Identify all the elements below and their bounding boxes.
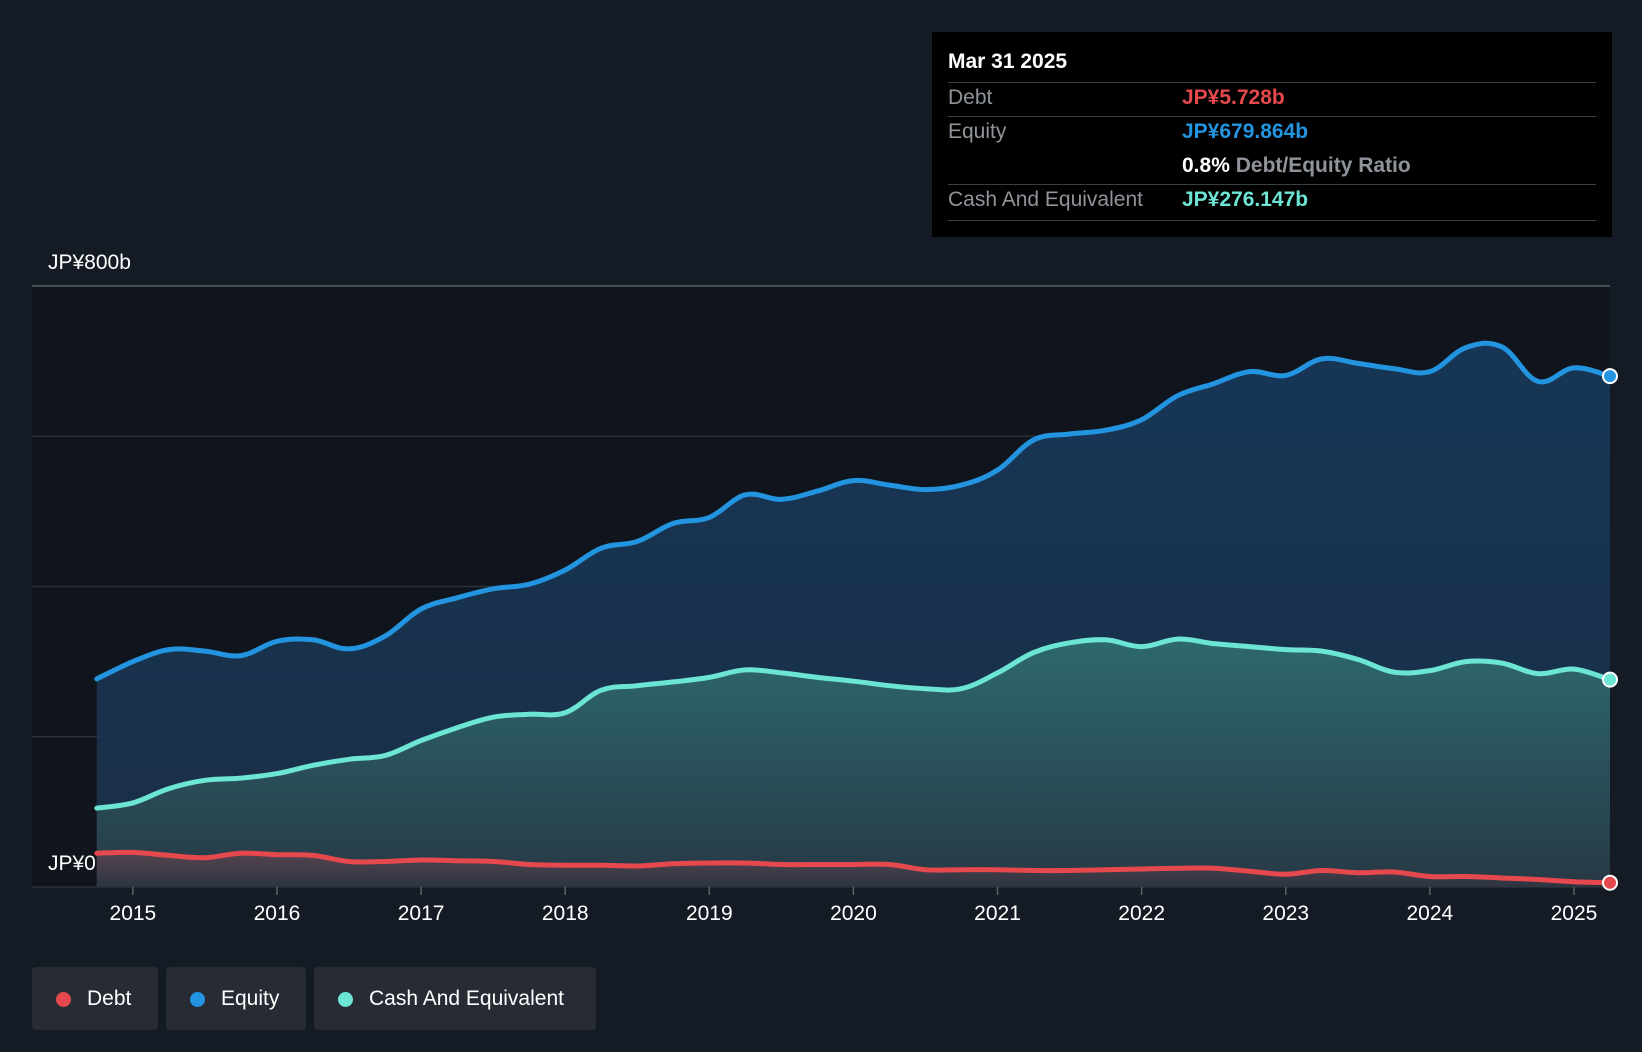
- tooltip-equity-label: Equity: [948, 120, 1007, 143]
- tooltip-cash-value: JP¥276.147b: [1182, 188, 1309, 211]
- legend-equity-label: Equity: [221, 987, 280, 1010]
- tooltip-date: Mar 31 2025: [948, 50, 1068, 73]
- x-tick-label: 2022: [1118, 902, 1165, 925]
- legend-debt-label: Debt: [87, 987, 132, 1010]
- equity-dot-icon: [190, 992, 205, 1007]
- data-tooltip: Mar 31 2025 Debt JP¥5.728b Equity JP¥679…: [932, 32, 1612, 237]
- x-tick-label: 2016: [254, 902, 301, 925]
- cash-end-marker[interactable]: [1602, 671, 1618, 688]
- x-tick-label: 2017: [398, 902, 445, 925]
- y-axis-top-label: JP¥800b: [48, 251, 131, 274]
- x-axis: 2015 2016 2017 2018 2019 2020 2021 2022 2023 2024…: [110, 887, 1598, 925]
- x-tick-label: 2019: [686, 902, 733, 925]
- x-tick-label: 2021: [974, 902, 1021, 925]
- tooltip-divider: [948, 220, 1596, 221]
- tooltip-row-equity: Equity JP¥679.864b: [948, 116, 1596, 150]
- debt-end-marker[interactable]: [1602, 874, 1618, 891]
- x-tick-label: 2015: [110, 902, 157, 925]
- cash-dot-icon: [338, 992, 353, 1007]
- legend-cash-label: Cash And Equivalent: [369, 987, 564, 1010]
- x-tick-label: 2020: [830, 902, 877, 925]
- legend-cash-button[interactable]: Cash And Equivalent: [314, 967, 596, 1030]
- tooltip-row-ratio: 0.8% Debt/Equity Ratio: [948, 150, 1596, 184]
- tooltip-ratio: 0.8% Debt/Equity Ratio: [1182, 154, 1411, 178]
- legend-debt-button[interactable]: Debt: [32, 967, 158, 1030]
- debt-line: [94, 849, 1613, 886]
- x-tick-label: 2024: [1407, 902, 1454, 925]
- debt-dot-icon: [56, 992, 71, 1007]
- series-lines: [94, 340, 1613, 886]
- tooltip-debt-value: JP¥5.728b: [1182, 86, 1285, 109]
- tooltip-row-cash: Cash And Equivalent JP¥276.147b: [948, 184, 1596, 218]
- y-axis-bottom-label: JP¥0: [48, 852, 96, 875]
- tooltip-ratio-label: Debt/Equity Ratio: [1235, 154, 1411, 177]
- tooltip-ratio-value: 0.8%: [1182, 154, 1230, 177]
- tooltip-divider: [948, 184, 1596, 185]
- equity-end-marker[interactable]: [1602, 368, 1618, 385]
- end-markers: [1602, 368, 1618, 891]
- tooltip-cash-label: Cash And Equivalent: [948, 188, 1143, 211]
- x-tick-label: 2018: [542, 902, 589, 925]
- tooltip-divider: [948, 82, 1596, 83]
- tooltip-row-debt: Debt JP¥5.728b: [948, 82, 1596, 116]
- legend-equity-button[interactable]: Equity: [166, 967, 306, 1030]
- cash-area: [96, 639, 1610, 887]
- tooltip-divider: [948, 116, 1596, 117]
- tooltip-debt-label: Debt: [948, 86, 993, 109]
- tooltip-equity-value: JP¥679.864b: [1182, 120, 1309, 143]
- x-tick-label: 2023: [1262, 902, 1309, 925]
- x-tick-label: 2025: [1551, 902, 1598, 925]
- cash-line: [94, 636, 1613, 811]
- equity-line: [94, 340, 1613, 682]
